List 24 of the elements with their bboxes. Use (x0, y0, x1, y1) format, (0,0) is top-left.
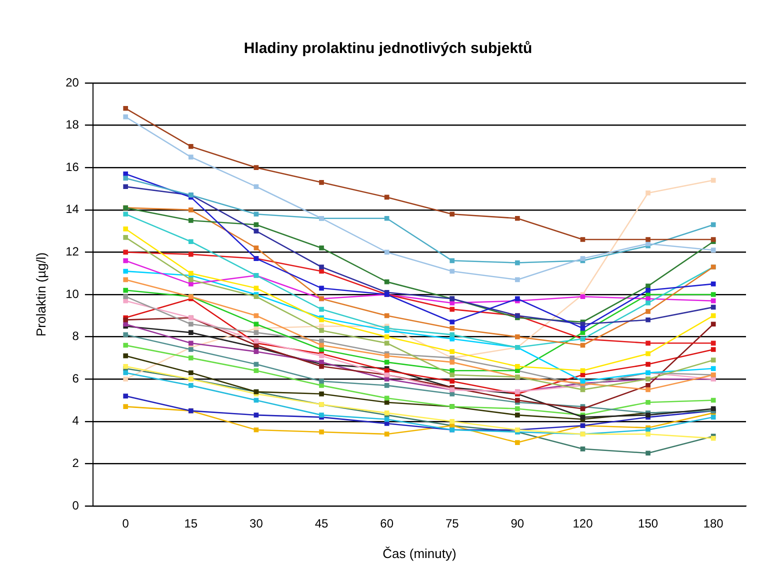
y-tick-label: 4 (72, 414, 80, 428)
y-tick-label: 12 (66, 244, 80, 259)
x-tick-label: 180 (703, 516, 724, 531)
y-tick-label: 10 (66, 286, 80, 301)
y-tick-label: 0 (72, 498, 80, 512)
y-tick-label: 18 (66, 118, 80, 132)
x-tick-label: 45 (314, 516, 329, 531)
x-tick-label: 75 (445, 516, 460, 531)
x-tick-label: 0 (122, 516, 130, 531)
chart-title: Hladiny prolaktinu jednotlivých subjektů (244, 40, 532, 58)
y-tick-label: 8 (72, 329, 80, 344)
x-tick-label: 150 (638, 516, 658, 531)
x-tick-label: 15 (184, 516, 198, 531)
x-tick-label: 90 (510, 516, 524, 531)
y-tick-label: 6 (72, 371, 80, 386)
x-axis-title: Čas (minuty) (382, 546, 456, 561)
x-tick-label: 60 (380, 516, 394, 531)
x-tick-label: 30 (250, 516, 264, 531)
y-tick-label: 2 (72, 456, 80, 470)
y-tick-label: 16 (66, 160, 80, 174)
x-tick-label: 120 (572, 516, 594, 531)
y-tick-label: 14 (66, 202, 80, 216)
y-tick-label: 20 (66, 75, 80, 90)
y-axis-title: Prolaktin (µg/l) (33, 252, 48, 337)
